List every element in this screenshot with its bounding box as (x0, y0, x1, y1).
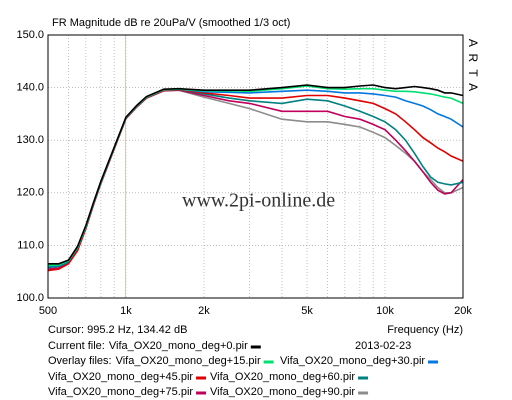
y-tick-label: 110.0 (17, 239, 44, 251)
y-tick-label: 140.0 (16, 82, 44, 94)
x-tick-label: 500 (39, 305, 57, 317)
legend-label: Vifa_OX20_mono_deg+60.pir (210, 371, 355, 383)
brand: A R T A (466, 39, 480, 93)
plot-frame (47, 34, 464, 299)
x-axis-label: Frequency (Hz) (387, 324, 463, 336)
date: 2013-02-23 (355, 340, 411, 352)
legend-label: Vifa_OX20_mono_deg+45.pir (48, 371, 193, 383)
legend-label: Vifa_OX20_mono_deg+0.pir (109, 340, 248, 352)
cursor-readout: Cursor: 995.2 Hz, 134.42 dB (48, 324, 187, 336)
x-tick-label: 2k (198, 305, 210, 317)
y-tick-label: 130.0 (16, 134, 44, 146)
watermark: www.2pi-online.de (182, 190, 335, 212)
current-label: Current file: (48, 340, 105, 352)
x-tick-label: 10k (376, 305, 394, 317)
chart-title: FR Magnitude dB re 20uPa/V (smoothed 1/3… (52, 17, 290, 29)
x-tick-label: 20k (454, 305, 472, 317)
legend-label: Vifa_OX20_mono_deg+75.pir (48, 386, 193, 398)
overlay-label: Overlay files: (48, 355, 112, 367)
x-tick-label: 5k (301, 305, 313, 317)
series-line (48, 84, 464, 265)
legend-label: Vifa_OX20_mono_deg+90.pir (210, 386, 355, 398)
y-tick-label: 100.0 (16, 292, 44, 304)
x-tick-label: 1k (120, 305, 132, 317)
legend-label: Vifa_OX20_mono_deg+30.pir (280, 355, 425, 367)
plot-area (48, 35, 463, 298)
legend-label: Vifa_OX20_mono_deg+15.pir (116, 355, 261, 367)
y-tick-label: 150.0 (16, 29, 44, 41)
y-tick-label: 120.0 (16, 187, 44, 199)
